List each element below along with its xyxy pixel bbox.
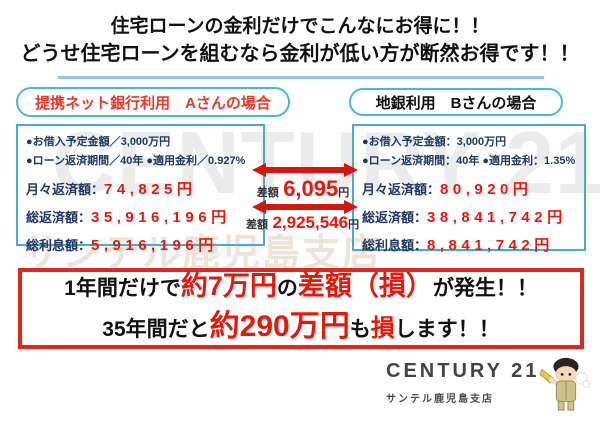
case-b-total-interest-value: 8,841,742 — [427, 237, 535, 254]
case-a-monthly-row: 月々返済額：74,825円 — [26, 178, 256, 199]
watermark-brand-text: CENTURY 21 — [52, 113, 600, 212]
page-title: 住宅ローンの金利だけでこんなにお得に！！ どうせ住宅ローンを組むなら金利が低い方… — [0, 14, 600, 68]
total-diff: 差額 2,925,546円 — [246, 213, 360, 233]
case-a-total-interest-value: 5,916,196 — [91, 237, 199, 254]
case-a-total-repay-unit: 円 — [211, 209, 227, 226]
case-b-label: 地銀利用 Bさんの場合 — [375, 94, 537, 112]
case-a-monthly-value: 74,825 — [104, 181, 177, 198]
case-b-monthly-unit: 円 — [512, 181, 528, 198]
case-a-monthly-unit: 円 — [176, 181, 192, 198]
case-a-total-repay-value: 35,916,196 — [91, 209, 212, 226]
page-title-line2: どうせ住宅ローンを組むなら金利が低い方が断然お得です！！ — [20, 43, 580, 65]
monthly-diff-label: 差額 — [256, 187, 279, 199]
case-b-total-interest-unit: 円 — [534, 237, 550, 254]
case-a-label-pill: 提携ネット銀行利用 Aさんの場合 — [16, 87, 290, 117]
case-b-monthly-value: 80,920 — [440, 181, 513, 198]
monthly-diff: 差額 6,095円 — [248, 176, 358, 202]
case-b-monthly-row: 月々返済額：80,920円 — [362, 178, 577, 199]
page-title-line1: 住宅ローンの金利だけでこんなにお得に！！ — [110, 16, 490, 37]
case-b-total-repay-label: 総返済額： — [362, 210, 428, 225]
case-a-monthly-label: 月々返済額： — [26, 182, 105, 197]
case-a-detail-box: ●お借入予定金額／3,000万円 ●ローン返済期間／40年 ●適用金利／0.92… — [16, 124, 265, 254]
case-b-total-interest-row: 総利息額：8,841,742円 — [362, 234, 577, 255]
case-b-total-repay-value: 38,841,742 — [427, 209, 548, 226]
branch-name: サンテル鹿児島支店 — [386, 394, 494, 405]
monthly-diff-unit: 円 — [338, 187, 350, 199]
case-a-label: 提携ネット銀行利用 Aさんの場合 — [35, 94, 271, 112]
summary-banner: 1年間だけで約7万円の差額（損）が発生！！ 35年間だと約290万円も損します！… — [18, 268, 584, 349]
double-arrow-icon — [252, 200, 358, 214]
case-b-total-repay-row: 総返済額：38,841,742円 — [362, 206, 577, 227]
case-b-loan-amount: ●お借入予定金額：3,000万円 — [362, 136, 507, 148]
case-b-label-pill: 地銀利用 Bさんの場合 — [349, 88, 563, 116]
mascot-character-icon — [539, 357, 591, 411]
total-diff-unit: 円 — [348, 219, 360, 231]
header-underline — [58, 76, 544, 79]
case-b-total-interest-label: 総利息額： — [362, 238, 428, 253]
monthly-diff-value: 6,095 — [283, 176, 339, 201]
case-a-total-interest-row: 総利息額：5,916,196円 — [26, 234, 256, 255]
summary-line1-seg5: が発生！！ — [432, 276, 538, 300]
total-diff-label: 差額 — [246, 219, 268, 231]
summary-line2-seg5: します！！ — [394, 317, 500, 341]
double-arrow-icon — [252, 163, 358, 177]
case-a-total-interest-unit: 円 — [198, 237, 214, 254]
case-a-total-repay-label: 総返済額： — [26, 210, 92, 225]
case-a-term-rate: ●ローン返済期間／40年 ●適用金利／0.927% — [26, 155, 246, 167]
summary-line1-seg2: 約7万円 — [180, 270, 277, 301]
case-a-total-repay-row: 総返済額：35,916,196円 — [26, 206, 256, 227]
summary-line2-seg1: 35年間だと — [102, 317, 210, 341]
case-b-detail-box: ●お借入予定金額：3,000万円 ●ローン返済期間：40年 ●適用金利：1.35… — [352, 124, 586, 254]
summary-line2-seg4: 損 — [370, 314, 395, 342]
summary-line1-seg3: の — [276, 276, 298, 300]
summary-line1: 1年間だけで約7万円の差額（損）が発生！！ — [64, 268, 538, 309]
case-b-term-rate: ●ローン返済期間：40年 ●適用金利：1.35% — [362, 155, 576, 167]
summary-line1-seg4: 差額（損） — [297, 270, 433, 301]
case-a-loan-amount: ●お借入予定金額／3,000万円 — [26, 136, 171, 148]
summary-line2-seg2: 約290万円 — [209, 309, 350, 343]
case-a-total-interest-label: 総利息額： — [26, 238, 92, 253]
case-b-total-repay-unit: 円 — [547, 209, 563, 226]
century21-logo-text: CENTURY 21 — [386, 360, 540, 382]
summary-line2-seg3: も — [349, 317, 371, 341]
summary-line1-seg1: 1年間だけで — [64, 276, 181, 300]
summary-line2: 35年間だと約290万円も損します！！ — [102, 309, 499, 350]
case-b-monthly-label: 月々返済額： — [362, 182, 441, 197]
total-diff-value: 2,925,546 — [272, 213, 349, 232]
